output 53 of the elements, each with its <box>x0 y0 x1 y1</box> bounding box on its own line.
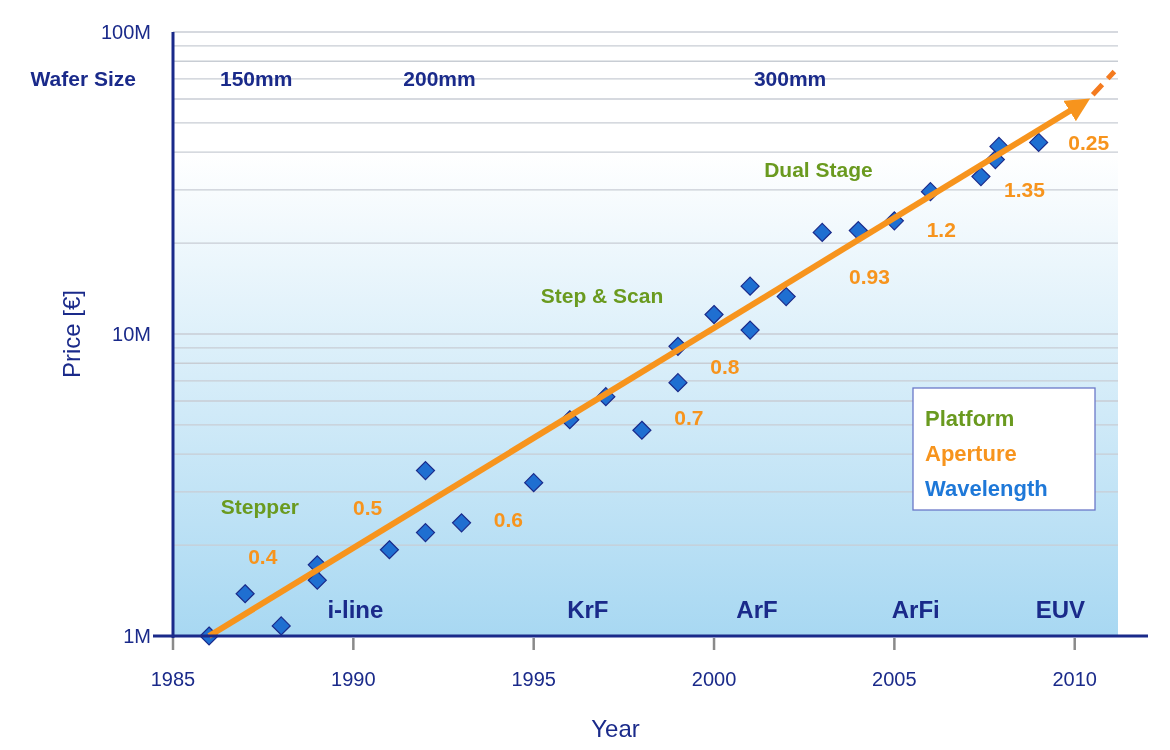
point <box>451 513 472 533</box>
point <box>1029 132 1049 152</box>
y-tick-label: 1M <box>123 625 151 647</box>
annotation: EUV <box>1035 596 1086 624</box>
annotation: ArFi <box>891 596 940 624</box>
annotation: i-line <box>327 596 384 624</box>
annotation: 0.7 <box>674 405 704 429</box>
y-axis-title: Price [€] <box>58 289 85 379</box>
point <box>812 222 832 242</box>
point <box>740 276 760 296</box>
point <box>848 220 868 241</box>
annotation: 300mm <box>753 67 827 91</box>
annotation: 1.2 <box>926 217 956 241</box>
annotation: Wavelength <box>925 475 1048 501</box>
annotation: Dual Stage <box>764 158 873 182</box>
annotation: 0.25 <box>1068 131 1110 155</box>
annotation: 150mm <box>219 67 293 91</box>
point <box>271 616 291 636</box>
point <box>740 320 760 340</box>
annotation: Aperture <box>925 440 1017 466</box>
x-axis-title: Year <box>591 715 640 742</box>
annotation: 200mm <box>403 67 476 91</box>
y-tick-label: 10M <box>112 323 151 345</box>
annotation: Step & Scan <box>540 283 664 307</box>
x-tick-label: 1985 <box>150 668 196 690</box>
x-tick-label: 1995 <box>511 668 556 690</box>
annotation: 0.5 <box>353 496 383 520</box>
annotation: 0.8 <box>710 354 740 378</box>
x-tick-label: 2010 <box>1052 668 1097 690</box>
annotation: 0.6 <box>493 507 524 531</box>
annotation: 0.4 <box>248 544 278 568</box>
point <box>776 287 796 307</box>
annotation: Stepper <box>220 495 300 519</box>
point <box>379 540 400 560</box>
point <box>971 167 991 187</box>
point <box>235 584 255 604</box>
x-tick-label: 2000 <box>691 668 737 690</box>
point <box>307 570 327 590</box>
x-tick-label: 1990 <box>331 668 376 690</box>
text: Wafer Size <box>30 67 136 91</box>
annotation: KrF <box>567 596 609 624</box>
point <box>632 420 652 440</box>
point <box>668 373 688 393</box>
point <box>704 304 724 325</box>
annotation: ArF <box>736 596 778 624</box>
y-tick-label: 100M <box>100 21 151 43</box>
annotation: Platform <box>925 405 1015 431</box>
point <box>415 522 436 543</box>
annotation: 1.35 <box>1004 177 1046 201</box>
point <box>524 473 544 493</box>
annotation: 0.93 <box>849 264 890 288</box>
point <box>415 460 436 481</box>
x-tick-label: 2005 <box>872 668 917 690</box>
